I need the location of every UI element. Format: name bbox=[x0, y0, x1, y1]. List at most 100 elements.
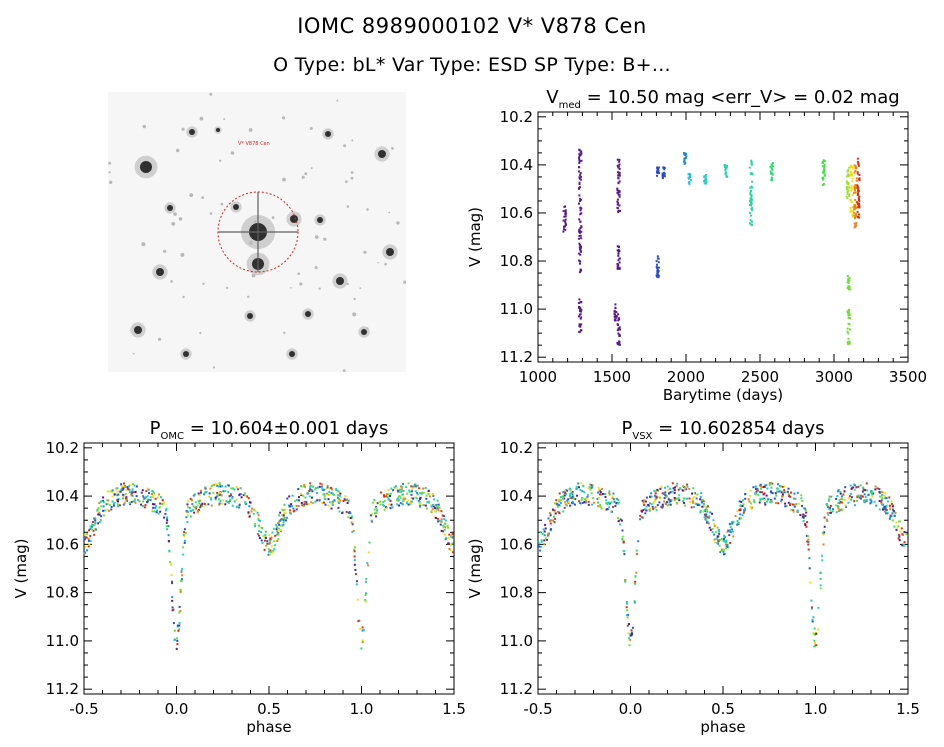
data-point bbox=[100, 505, 103, 508]
data-point bbox=[771, 482, 774, 485]
data-point bbox=[838, 498, 841, 501]
data-point bbox=[669, 500, 672, 503]
data-point bbox=[855, 215, 858, 217]
data-point bbox=[884, 510, 887, 513]
data-point bbox=[643, 499, 646, 502]
faint-star bbox=[345, 180, 348, 183]
data-point bbox=[549, 528, 552, 531]
data-point bbox=[799, 514, 802, 516]
data-point bbox=[823, 531, 826, 534]
data-point bbox=[821, 171, 824, 174]
data-point bbox=[616, 502, 619, 505]
data-point bbox=[554, 502, 556, 505]
data-point bbox=[804, 524, 807, 526]
data-point bbox=[273, 548, 276, 551]
data-point bbox=[656, 267, 659, 269]
data-point bbox=[617, 263, 620, 266]
data-point bbox=[781, 485, 784, 488]
data-point bbox=[607, 501, 610, 504]
data-point bbox=[650, 492, 653, 495]
data-point bbox=[895, 521, 898, 524]
chart-title: POMC = 10.604±0.001 days bbox=[150, 418, 389, 442]
data-point bbox=[389, 499, 392, 502]
data-point bbox=[655, 509, 658, 512]
data-point bbox=[628, 637, 631, 640]
data-point bbox=[117, 500, 119, 503]
data-point bbox=[706, 510, 709, 513]
data-point bbox=[192, 494, 195, 497]
data-point bbox=[579, 209, 582, 212]
data-point bbox=[763, 499, 766, 501]
data-point bbox=[221, 485, 223, 488]
data-point bbox=[845, 185, 848, 188]
data-point bbox=[743, 510, 746, 512]
data-point bbox=[539, 549, 542, 552]
data-point bbox=[254, 522, 257, 525]
data-point bbox=[364, 598, 367, 601]
data-point bbox=[855, 186, 858, 189]
data-point bbox=[707, 516, 710, 519]
data-point bbox=[171, 580, 173, 583]
data-point bbox=[642, 509, 645, 512]
data-point bbox=[783, 491, 786, 494]
data-point bbox=[418, 502, 421, 505]
data-point bbox=[562, 510, 565, 513]
data-point bbox=[738, 509, 741, 512]
data-point bbox=[130, 501, 133, 503]
data-point bbox=[555, 499, 558, 502]
data-point bbox=[598, 493, 601, 496]
data-point bbox=[229, 498, 232, 501]
data-point bbox=[186, 521, 189, 523]
data-point bbox=[270, 545, 273, 548]
data-point bbox=[893, 525, 896, 528]
data-point bbox=[738, 500, 741, 503]
data-point bbox=[618, 326, 621, 329]
data-point bbox=[658, 166, 660, 169]
x-tick-label: 1.5 bbox=[442, 700, 466, 718]
data-point bbox=[257, 517, 260, 520]
data-point bbox=[210, 504, 213, 507]
data-point bbox=[145, 490, 148, 493]
data-point bbox=[846, 311, 849, 313]
data-point bbox=[615, 311, 618, 313]
data-point bbox=[729, 530, 732, 533]
data-point bbox=[432, 504, 435, 506]
data-point bbox=[444, 538, 447, 541]
data-point bbox=[739, 508, 742, 511]
data-point bbox=[86, 549, 89, 552]
data-point bbox=[856, 157, 859, 160]
data-point bbox=[385, 506, 388, 509]
data-point bbox=[848, 195, 851, 198]
target-circle bbox=[217, 191, 299, 273]
data-point bbox=[564, 500, 567, 503]
data-point bbox=[436, 499, 439, 502]
data-point bbox=[671, 482, 674, 485]
faint-star bbox=[157, 337, 162, 341]
data-point bbox=[787, 501, 790, 504]
data-point bbox=[656, 488, 659, 491]
data-point bbox=[323, 488, 326, 491]
data-point bbox=[274, 544, 277, 547]
data-point bbox=[88, 529, 90, 532]
data-points bbox=[537, 482, 908, 648]
data-point bbox=[290, 503, 293, 506]
data-point bbox=[639, 514, 642, 517]
data-point bbox=[353, 563, 356, 566]
data-point bbox=[359, 628, 362, 630]
data-point bbox=[165, 521, 168, 524]
data-point bbox=[819, 577, 822, 580]
data-point bbox=[866, 489, 869, 492]
data-point bbox=[626, 602, 628, 605]
data-point bbox=[703, 516, 706, 519]
data-point bbox=[281, 514, 283, 516]
faint-star bbox=[403, 280, 406, 284]
data-point bbox=[642, 501, 645, 504]
data-point bbox=[667, 497, 670, 500]
data-point bbox=[269, 538, 272, 541]
data-point bbox=[804, 515, 807, 517]
data-point bbox=[663, 175, 666, 178]
data-point bbox=[612, 505, 614, 508]
data-point bbox=[727, 546, 730, 548]
data-point bbox=[810, 607, 813, 610]
data-point bbox=[692, 501, 694, 504]
